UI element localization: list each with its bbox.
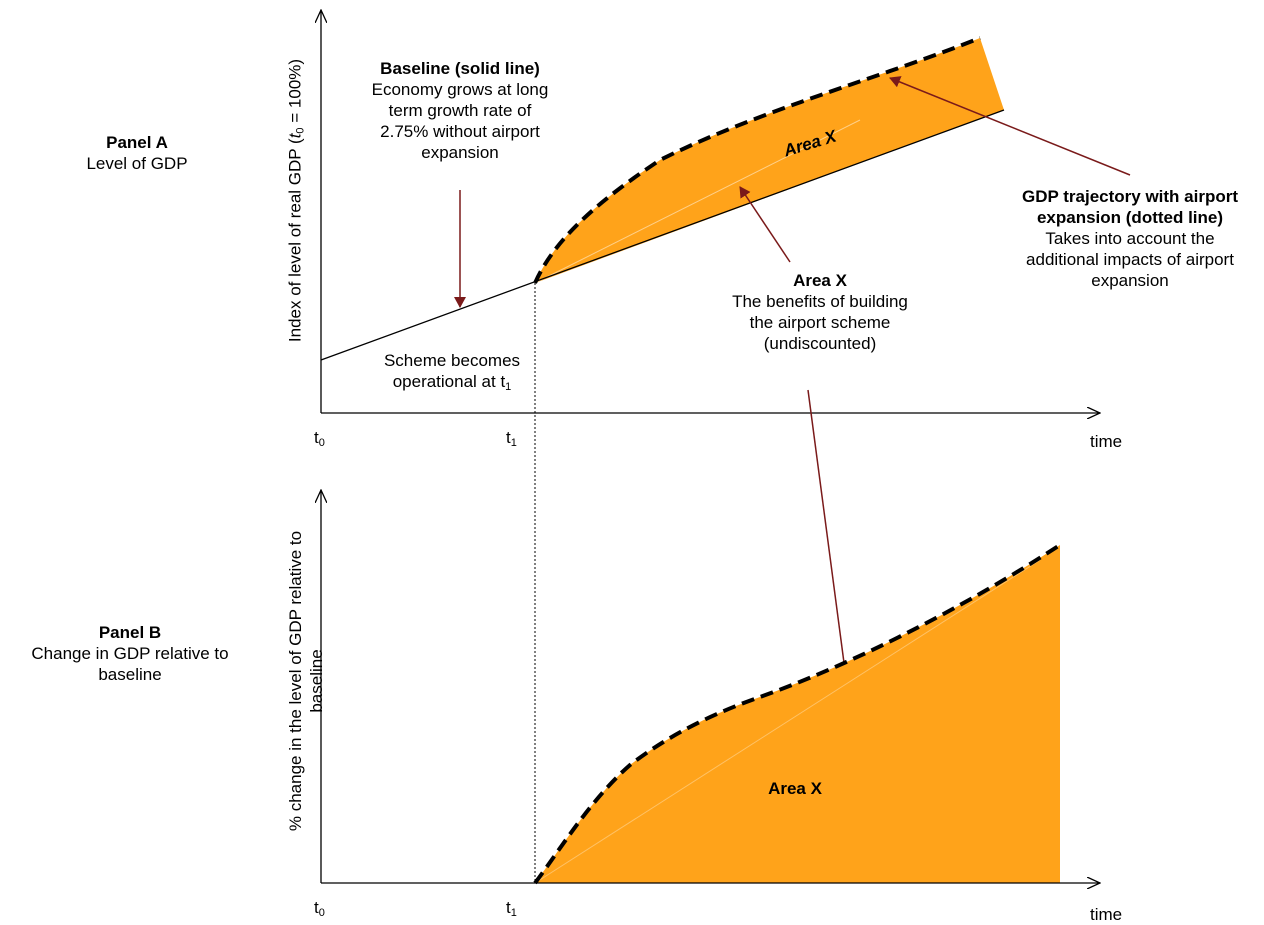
area-x-annotation: Area X The benefits of building the airp… [700, 270, 940, 354]
panel-a-tick-t1-text: t [506, 428, 511, 447]
baseline-annotation: Baseline (solid line) Economy grows at l… [360, 58, 560, 163]
scheme-operational-line2: operational at t [392, 372, 506, 391]
panel-b-y-axis-label-line1: % change in the level of GDP relative to [286, 530, 305, 832]
baseline-annotation-title: Baseline (solid line) [380, 59, 540, 78]
panel-b-tick-t1-sub: 1 [510, 907, 517, 919]
trajectory-callout-arrow [889, 76, 1131, 176]
trajectory-annotation: GDP trajectory with airport expansion (d… [1000, 186, 1260, 291]
panel-b-tick-t0-text: t [314, 898, 319, 917]
area-x-callout-arrow [739, 186, 791, 263]
panel-b-tick-t1: t1 [506, 898, 517, 919]
scheme-operational-line1: Scheme becomes [383, 351, 521, 370]
panel-b-x-axis-label: time [1090, 905, 1123, 924]
panel-b-area-highlight [534, 559, 1041, 884]
trajectory-annotation-line1: Takes into account the [1045, 229, 1215, 248]
panel-b-tick-t0: t0 [314, 898, 325, 919]
panel-a-tick-t0-text: t [314, 428, 319, 447]
panel-a-trajectory-dashed-line [533, 36, 981, 284]
panel-a-baseline-line [320, 109, 1005, 361]
panel-a-y-axis-label-math: t [285, 133, 305, 139]
panel-a-tick-t0-sub: 0 [318, 437, 325, 449]
panel-a-area-highlight [534, 119, 861, 284]
panel-b-title: Panel B [98, 623, 162, 642]
baseline-annotation-line2: term growth rate of [388, 101, 532, 120]
panel-b-link-arrow [807, 389, 851, 679]
panel-a-x-axis-label: time [1090, 432, 1123, 451]
panel-a-tick-t1-sub: 1 [510, 437, 517, 449]
panel-b-subtitle1: Change in GDP relative to [31, 644, 229, 663]
baseline-annotation-line4: expansion [421, 143, 499, 162]
panel-b-title-block: Panel B Change in GDP relative to baseli… [0, 622, 260, 685]
panel-b-y-axis-label-line2: baseline [307, 649, 326, 713]
area-x-annotation-line1: The benefits of building [732, 292, 908, 311]
panel-b-y-axis-label: % change in the level of GDP relative to… [285, 501, 327, 861]
scheme-operational-sub: 1 [505, 381, 512, 393]
baseline-annotation-line1: Economy grows at long [371, 80, 549, 99]
area-x-annotation-line3: (undiscounted) [763, 334, 877, 353]
panel-a-tick-t0: t0 [314, 428, 325, 449]
panel-a-title: Panel A [106, 133, 168, 152]
trajectory-annotation-line3: expansion [1091, 271, 1169, 290]
panel-b-tick-t0-sub: 0 [318, 907, 325, 919]
panel-a-y-axis-label: Index of level of real GDP (t0 = 100%) [286, 31, 307, 371]
trajectory-annotation-title2: expansion (dotted line) [1036, 208, 1224, 227]
panel-a-area-x [535, 38, 1004, 283]
panel-b-trajectory-dashed-line [533, 543, 1062, 885]
area-x-annotation-title: Area X [793, 271, 847, 290]
panel-a-y-axis-label-prefix: Index of level of real GDP ( [285, 138, 305, 343]
trajectory-annotation-title1: GDP trajectory with airport [1021, 187, 1238, 206]
panel-a-tick-t1: t1 [506, 428, 517, 449]
scheme-operational-annotation: Scheme becomes operational at t1 [362, 350, 542, 398]
area-x-annotation-line2: the airport scheme [749, 313, 891, 332]
panel-b-area-x-label: Area X [768, 779, 822, 798]
panel-a-y-axis-label-sub: 0 [294, 127, 307, 134]
baseline-annotation-line3: 2.75% without airport [380, 122, 540, 141]
panel-a-subtitle: Level of GDP [86, 154, 188, 173]
panel-b-tick-t1-text: t [506, 898, 511, 917]
panel-b-subtitle2: baseline [98, 665, 162, 684]
panel-a-y-axis-label-suffix: = 100%) [285, 58, 305, 128]
trajectory-annotation-line2: additional impacts of airport [1026, 250, 1234, 269]
panel-a-title-block: Panel A Level of GDP [62, 132, 212, 174]
